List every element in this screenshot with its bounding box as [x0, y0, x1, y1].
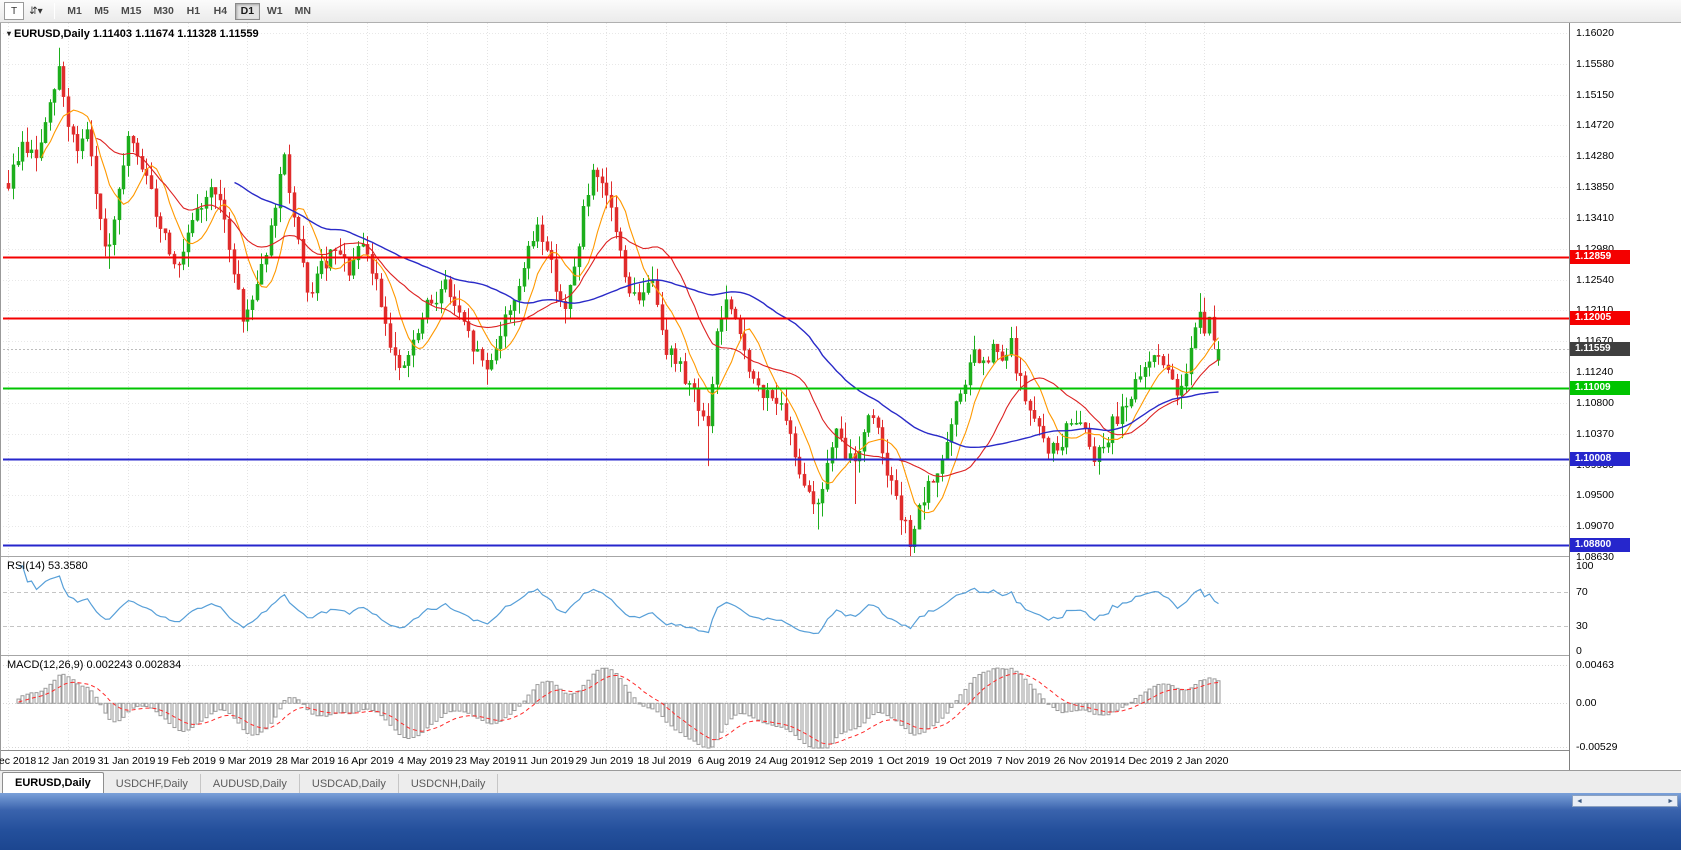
chart-tab-bar: EURUSD,Daily USDCHF,Daily AUDUSD,Daily USDC… — [0, 770, 1681, 793]
price-level-badge: 1.12005 — [1570, 310, 1630, 325]
price-axis[interactable]: 1.16020 1.15580 1.15150 1.14720 1.14280 1.138… — [1569, 23, 1681, 770]
price-axis-label: 1.15580 — [1576, 58, 1614, 71]
timeframe-button-m1[interactable]: M1 — [67, 5, 82, 17]
timeframe-button-w1[interactable]: W1 — [266, 5, 283, 17]
time-axis-label: 19 Oct 2019 — [934, 755, 993, 767]
time-axis-label: 12 Sep 2019 — [813, 755, 874, 767]
ohlc-text: EURUSD,Daily 1.11403 1.11674 1.11328 1.1… — [14, 28, 259, 40]
time-axis-label: 31 Jan 2019 — [97, 755, 156, 767]
timeframe-button-m5[interactable]: M5 — [94, 5, 109, 17]
price-axis-label: 1.10370 — [1576, 427, 1614, 440]
chart-tab-audusd[interactable]: AUDUSD,Daily — [201, 774, 300, 793]
time-axis-label: 11 Jun 2019 — [516, 755, 575, 767]
timeframe-button-m30[interactable]: M30 — [153, 5, 174, 17]
rsi-axis-label: 70 — [1576, 585, 1588, 598]
chart-tab-usdcnh[interactable]: USDCNH,Daily — [399, 774, 499, 793]
price-axis-label: 1.13410 — [1576, 212, 1614, 225]
price-axis-label: 1.11240 — [1576, 365, 1614, 378]
macd-pane[interactable] — [3, 656, 1569, 750]
time-axis-label: 28 Mar 2019 — [276, 755, 335, 767]
time-axis-label: 7 Nov 2019 — [996, 755, 1051, 767]
price-axis-label: 1.13850 — [1576, 180, 1614, 193]
time-axis-label: 26 Nov 2019 — [1053, 755, 1114, 767]
tab-scroll-right-icon[interactable]: ► — [1667, 797, 1674, 805]
time-axis-label: 23 May 2019 — [455, 755, 516, 767]
cycle-arrows-icon: ⇵ — [29, 5, 38, 17]
price-axis-label: 1.08630 — [1576, 551, 1614, 563]
price-axis-label: 1.10800 — [1576, 397, 1614, 410]
time-axis-label: 16 Apr 2019 — [337, 755, 394, 767]
timeframe-button-group: M1 M5 M15 M30 H1 H4 D1 W1 MN — [61, 2, 317, 20]
price-level-badge: 1.12859 — [1570, 250, 1630, 265]
rsi-axis-label: 100 — [1576, 560, 1594, 572]
tab-scrollbar[interactable]: ◄ ► — [1572, 795, 1678, 807]
time-axis-label: 2 Jan 2020 — [1176, 755, 1229, 767]
rsi-axis-label: 30 — [1576, 619, 1588, 632]
chart-area: ▾ EURUSD,Daily 1.11403 1.11674 1.11328 1.… — [0, 23, 1681, 770]
symbol-marker-icon: ▾ — [7, 29, 12, 38]
time-axis-label: 9 Mar 2019 — [218, 755, 273, 767]
time-axis-label: 1 Oct 2019 — [877, 755, 930, 767]
price-axis-label: 1.14280 — [1576, 150, 1614, 163]
timeframe-button-m15[interactable]: M15 — [121, 5, 142, 17]
time-axis-label: 24 Aug 2019 — [755, 755, 814, 767]
timeframe-cycle-button[interactable]: ⇵ ▾ — [26, 2, 46, 20]
price-axis-label: 1.09500 — [1576, 489, 1614, 502]
timeframe-button-h4[interactable]: H4 — [213, 5, 228, 17]
price-chart-pane[interactable] — [3, 23, 1569, 556]
bid-price-badge: 1.11559 — [1570, 342, 1630, 357]
macd-axis-label: 0.00 — [1576, 697, 1597, 710]
bottom-strip: ◄ ► — [0, 793, 1681, 850]
time-axis-label: 14 Dec 2019 — [1113, 755, 1174, 767]
price-level-badge: 1.08800 — [1570, 537, 1630, 552]
time-axis-label: 25 Dec 2018 — [0, 755, 37, 767]
chart-tab-eurusd[interactable]: EURUSD,Daily — [2, 772, 104, 793]
time-axis-label: 18 Jul 2019 — [637, 755, 692, 767]
rsi-indicator-label: RSI(14) 53.3580 — [7, 560, 88, 572]
toolbar: T ⇵ ▾ M1 M5 M15 M30 H1 H4 D1 W1 MN — [0, 0, 1681, 23]
time-axis-label: 6 Aug 2019 — [697, 755, 752, 767]
toolbar-separator — [54, 3, 55, 19]
chart-tab-usdcad[interactable]: USDCAD,Daily — [300, 774, 399, 793]
price-axis-label: 1.16020 — [1576, 27, 1614, 39]
timeframe-button-mn[interactable]: MN — [294, 5, 311, 17]
price-axis-label: 1.12540 — [1576, 273, 1614, 286]
pane-separator-rsi[interactable] — [1, 556, 1681, 557]
macd-axis-label: -0.00529 — [1576, 741, 1618, 753]
chart-tab-usdchf[interactable]: USDCHF,Daily — [104, 774, 201, 793]
price-axis-label: 1.09070 — [1576, 519, 1614, 532]
time-axis-label: 19 Feb 2019 — [157, 755, 216, 767]
price-level-badge: 1.10008 — [1570, 452, 1630, 467]
macd-indicator-label: MACD(12,26,9) 0.002243 0.002834 — [7, 659, 182, 671]
dropdown-caret-icon: ▾ — [37, 5, 43, 17]
price-level-badge: 1.11009 — [1570, 381, 1630, 396]
tab-scroll-left-icon[interactable]: ◄ — [1576, 797, 1583, 805]
time-axis-label: 4 May 2019 — [398, 755, 453, 767]
time-axis-label: 29 Jun 2019 — [575, 755, 634, 767]
timeframe-button-h1[interactable]: H1 — [186, 5, 201, 17]
price-axis-label: 1.15150 — [1576, 88, 1614, 101]
pane-separator-macd[interactable] — [1, 655, 1681, 656]
chart-template-button[interactable]: T — [4, 2, 24, 20]
time-axis-label: 12 Jan 2019 — [37, 755, 96, 767]
rsi-pane[interactable] — [3, 557, 1569, 655]
macd-axis-label: 0.00463 — [1576, 659, 1614, 671]
rsi-axis-label: 0 — [1576, 645, 1582, 657]
price-axis-label: 1.14720 — [1576, 119, 1614, 132]
chart-ohlc-header: ▾ EURUSD,Daily 1.11403 1.11674 1.11328 1.… — [7, 28, 259, 40]
template-icon: T — [10, 5, 18, 17]
timeframe-button-d1[interactable]: D1 — [234, 2, 260, 20]
